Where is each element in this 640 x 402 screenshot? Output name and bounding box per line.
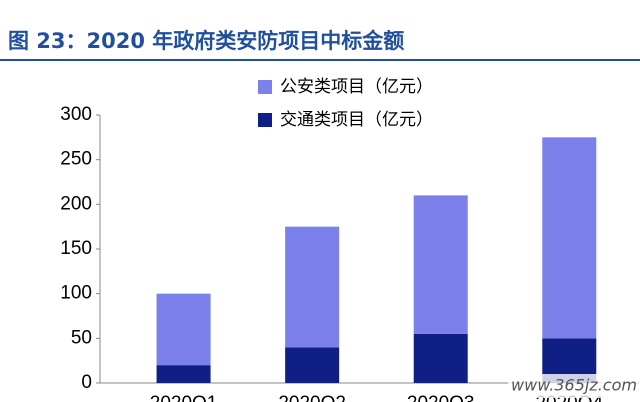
y-tick-label: 200 xyxy=(60,193,92,214)
legend-label: 公安类项目（亿元） xyxy=(280,77,433,97)
x-tick-label: 2020Q2 xyxy=(278,393,346,402)
legend-label: 交通类项目（亿元） xyxy=(280,110,433,130)
y-tick-label: 50 xyxy=(71,327,92,348)
bar-segment xyxy=(156,293,211,366)
legend-swatch xyxy=(258,80,272,94)
y-tick-label: 0 xyxy=(81,372,92,393)
x-tick-label: 2020Q1 xyxy=(150,393,218,402)
legend-swatch xyxy=(258,113,272,127)
y-tick-label: 100 xyxy=(60,283,92,304)
y-tick-label: 300 xyxy=(60,104,92,125)
bar-segment xyxy=(413,333,468,383)
bar-segment xyxy=(156,365,211,383)
chart-title: 图 23：2020 年政府类安防项目中标金额 xyxy=(8,29,404,53)
bar-segment xyxy=(413,195,468,334)
y-tick-label: 250 xyxy=(60,149,92,170)
watermark-bg xyxy=(508,374,640,398)
bar-segment xyxy=(542,137,597,339)
bar-segment xyxy=(285,226,340,348)
y-tick-label: 150 xyxy=(60,238,92,259)
x-tick-label: 2020Q3 xyxy=(407,393,475,402)
watermark: www.365jz.com xyxy=(511,376,637,395)
bar-segment xyxy=(285,347,340,383)
